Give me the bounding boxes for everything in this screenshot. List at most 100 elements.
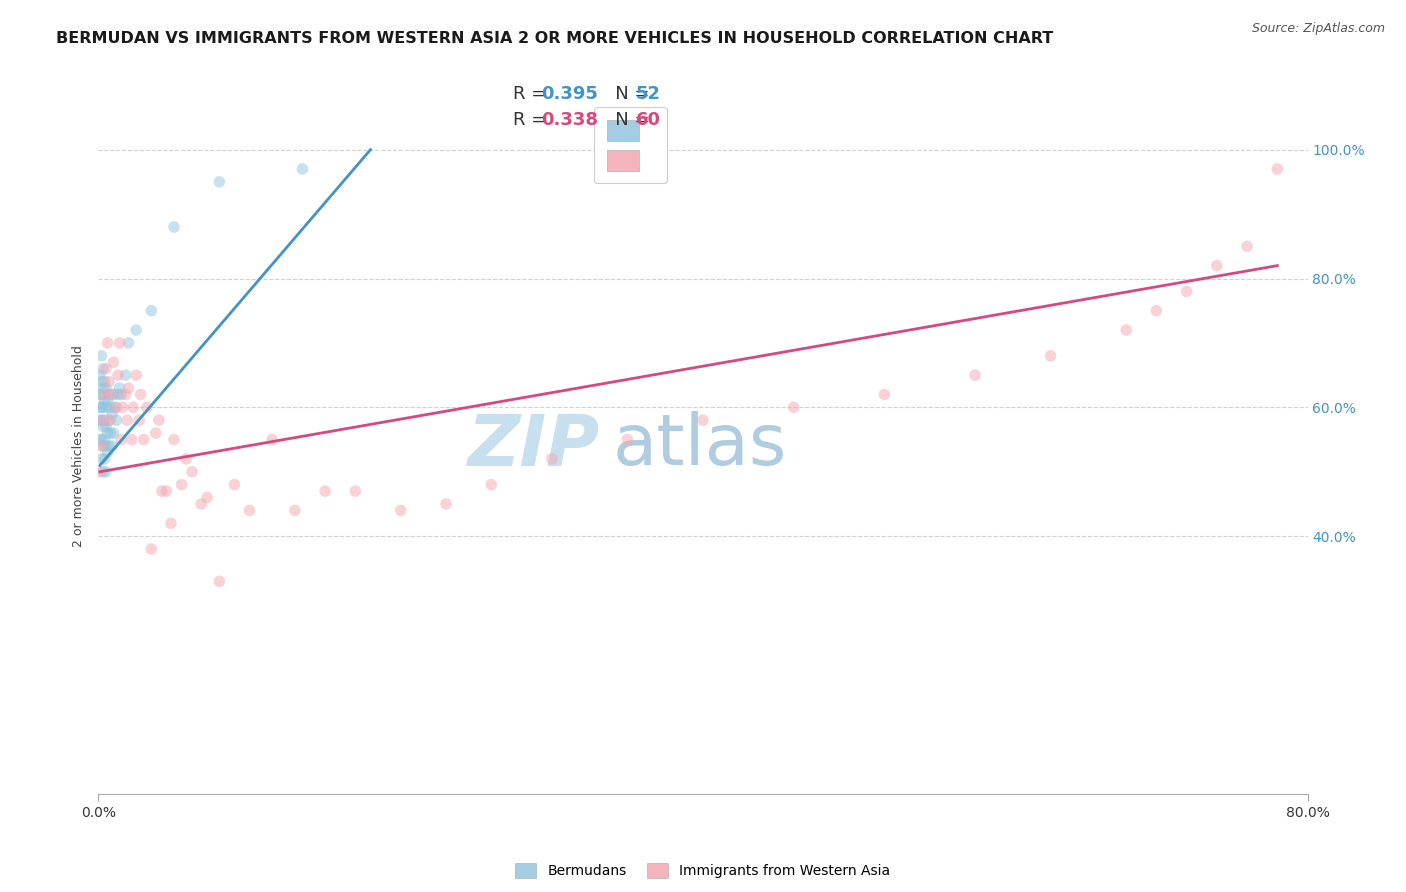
- Point: [90, 451, 112, 466]
- Point: [692, 413, 714, 427]
- Point: [208, 574, 231, 589]
- Point: [284, 503, 307, 517]
- Point: [93, 451, 115, 466]
- Point: [91, 419, 114, 434]
- Point: [141, 303, 163, 318]
- Point: [93, 387, 115, 401]
- Point: [135, 401, 157, 415]
- Point: [94, 439, 117, 453]
- Point: [965, 368, 987, 383]
- Point: [128, 413, 150, 427]
- Point: [105, 401, 128, 415]
- Point: [170, 477, 193, 491]
- Point: [110, 387, 132, 401]
- Text: 52: 52: [636, 85, 661, 103]
- Point: [96, 445, 118, 459]
- Point: [96, 426, 118, 441]
- Point: [90, 375, 112, 389]
- Point: [190, 497, 212, 511]
- Text: 0.338: 0.338: [541, 112, 599, 129]
- Point: [107, 387, 129, 401]
- Point: [108, 381, 131, 395]
- Point: [94, 419, 117, 434]
- Point: [90, 401, 112, 415]
- Point: [118, 381, 141, 395]
- Point: [91, 361, 114, 376]
- Point: [104, 401, 127, 415]
- Point: [90, 387, 112, 401]
- Point: [91, 465, 114, 479]
- Point: [89, 401, 111, 415]
- Point: [129, 387, 152, 401]
- Point: [89, 368, 111, 383]
- Point: [94, 465, 117, 479]
- Text: Source: ZipAtlas.com: Source: ZipAtlas.com: [1251, 22, 1385, 36]
- Point: [108, 335, 131, 350]
- Point: [873, 387, 896, 401]
- Point: [174, 451, 197, 466]
- Point: [98, 375, 121, 389]
- Point: [91, 401, 114, 415]
- Point: [434, 497, 457, 511]
- Y-axis label: 2 or more Vehicles in Household: 2 or more Vehicles in Household: [72, 345, 86, 547]
- Point: [1144, 303, 1167, 318]
- Point: [262, 433, 284, 447]
- Point: [89, 413, 111, 427]
- Point: [125, 323, 148, 337]
- Point: [94, 401, 117, 415]
- Point: [148, 413, 170, 427]
- Point: [1115, 323, 1137, 337]
- Point: [121, 433, 143, 447]
- Point: [1206, 259, 1229, 273]
- Point: [163, 219, 186, 234]
- Point: [160, 516, 183, 531]
- Point: [1175, 285, 1198, 299]
- Point: [125, 368, 148, 383]
- Point: [1039, 349, 1062, 363]
- Point: [91, 381, 114, 395]
- Point: [94, 361, 117, 376]
- Point: [100, 401, 122, 415]
- Point: [114, 368, 136, 383]
- Point: [118, 335, 141, 350]
- Text: BERMUDAN VS IMMIGRANTS FROM WESTERN ASIA 2 OR MORE VEHICLES IN HOUSEHOLD CORRELA: BERMUDAN VS IMMIGRANTS FROM WESTERN ASIA…: [56, 31, 1053, 46]
- Point: [96, 393, 118, 408]
- Point: [540, 451, 562, 466]
- Point: [291, 161, 314, 176]
- Point: [389, 503, 412, 517]
- Point: [90, 349, 112, 363]
- Point: [89, 387, 111, 401]
- Point: [239, 503, 262, 517]
- Point: [96, 335, 118, 350]
- Point: [89, 465, 111, 479]
- Point: [101, 387, 124, 401]
- Point: [783, 401, 806, 415]
- Point: [103, 387, 125, 401]
- Text: 0.395: 0.395: [541, 85, 598, 103]
- Point: [195, 491, 218, 505]
- Text: ZIP: ZIP: [468, 411, 600, 481]
- Point: [98, 439, 121, 453]
- Point: [93, 393, 115, 408]
- Text: N =: N =: [598, 112, 655, 129]
- Point: [163, 433, 186, 447]
- Point: [100, 426, 122, 441]
- Point: [314, 484, 336, 499]
- Point: [145, 426, 167, 441]
- Point: [105, 413, 128, 427]
- Point: [208, 175, 231, 189]
- Point: [103, 426, 125, 441]
- Point: [1236, 239, 1258, 253]
- Point: [90, 439, 112, 453]
- Point: [111, 401, 134, 415]
- Point: [101, 407, 124, 421]
- Text: 60: 60: [636, 112, 661, 129]
- Point: [93, 375, 115, 389]
- Point: [94, 381, 117, 395]
- Point: [89, 433, 111, 447]
- Point: [100, 413, 122, 427]
- Text: N =: N =: [598, 85, 655, 103]
- Point: [132, 433, 155, 447]
- Point: [181, 465, 204, 479]
- Point: [150, 484, 173, 499]
